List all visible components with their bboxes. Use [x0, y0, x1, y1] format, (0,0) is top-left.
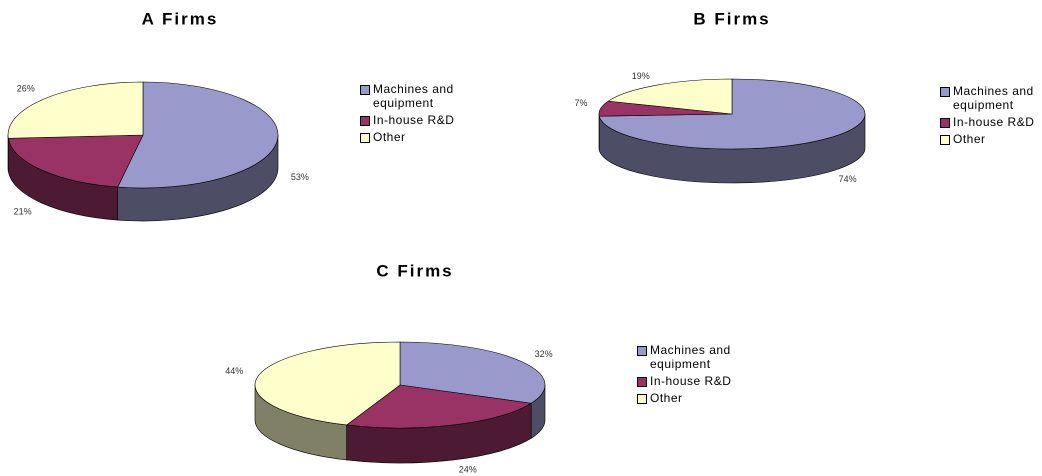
data-label: 21%	[14, 207, 32, 217]
legend-item: Other	[637, 391, 755, 405]
legend-label: Other	[373, 130, 406, 144]
data-label: 19%	[632, 71, 650, 81]
legend-label: Machines and equipment	[650, 343, 731, 371]
slice	[607, 78, 733, 115]
legend-item: Machines and equipment	[637, 343, 755, 371]
legend-swatch	[360, 116, 370, 126]
legend-swatch	[637, 377, 647, 387]
legend: Machines and equipment In-house R&D Other	[360, 82, 478, 147]
slice	[254, 341, 401, 426]
slice	[345, 384, 533, 429]
legend-swatch	[637, 346, 647, 356]
legend-swatch	[940, 87, 950, 97]
data-label: 7%	[574, 98, 587, 108]
legend-label: In-house R&D	[650, 374, 732, 388]
legend-swatch	[360, 85, 370, 95]
legend: Machines and equipment In-house R&D Other	[637, 343, 755, 408]
legend-label: Machines and equipment	[373, 82, 454, 110]
legend-item: In-house R&D	[637, 374, 755, 388]
legend-swatch	[940, 135, 950, 145]
data-label: 74%	[839, 174, 857, 184]
slice	[399, 341, 546, 404]
chart-title: B Firms	[693, 9, 770, 28]
data-label: 53%	[291, 172, 309, 182]
legend-label: Other	[650, 391, 683, 405]
data-label: 26%	[17, 84, 35, 94]
legend-label: In-house R&D	[373, 113, 455, 127]
slice	[117, 81, 279, 189]
legend-label: Machines and equipment	[953, 84, 1034, 112]
data-label: 32%	[535, 349, 553, 359]
slice	[7, 81, 144, 139]
data-label: 44%	[225, 366, 243, 376]
legend-item: Other	[940, 132, 1042, 146]
legend-item: Other	[360, 130, 478, 144]
legend-swatch	[940, 118, 950, 128]
legend-label: Other	[953, 132, 986, 146]
legend-swatch	[637, 394, 647, 404]
data-label: 24%	[459, 464, 477, 474]
slice	[7, 134, 144, 188]
legend-label: In-house R&D	[953, 115, 1035, 129]
legend-item: In-house R&D	[360, 113, 478, 127]
legend: Machines and equipment In-house R&D Other	[940, 84, 1042, 149]
legend-item: Machines and equipment	[360, 82, 478, 110]
legend-swatch	[360, 133, 370, 143]
legend-item: In-house R&D	[940, 115, 1042, 129]
chart-title: A Firms	[142, 9, 219, 28]
chart-title: C Firms	[376, 261, 453, 280]
legend-item: Machines and equipment	[940, 84, 1042, 112]
